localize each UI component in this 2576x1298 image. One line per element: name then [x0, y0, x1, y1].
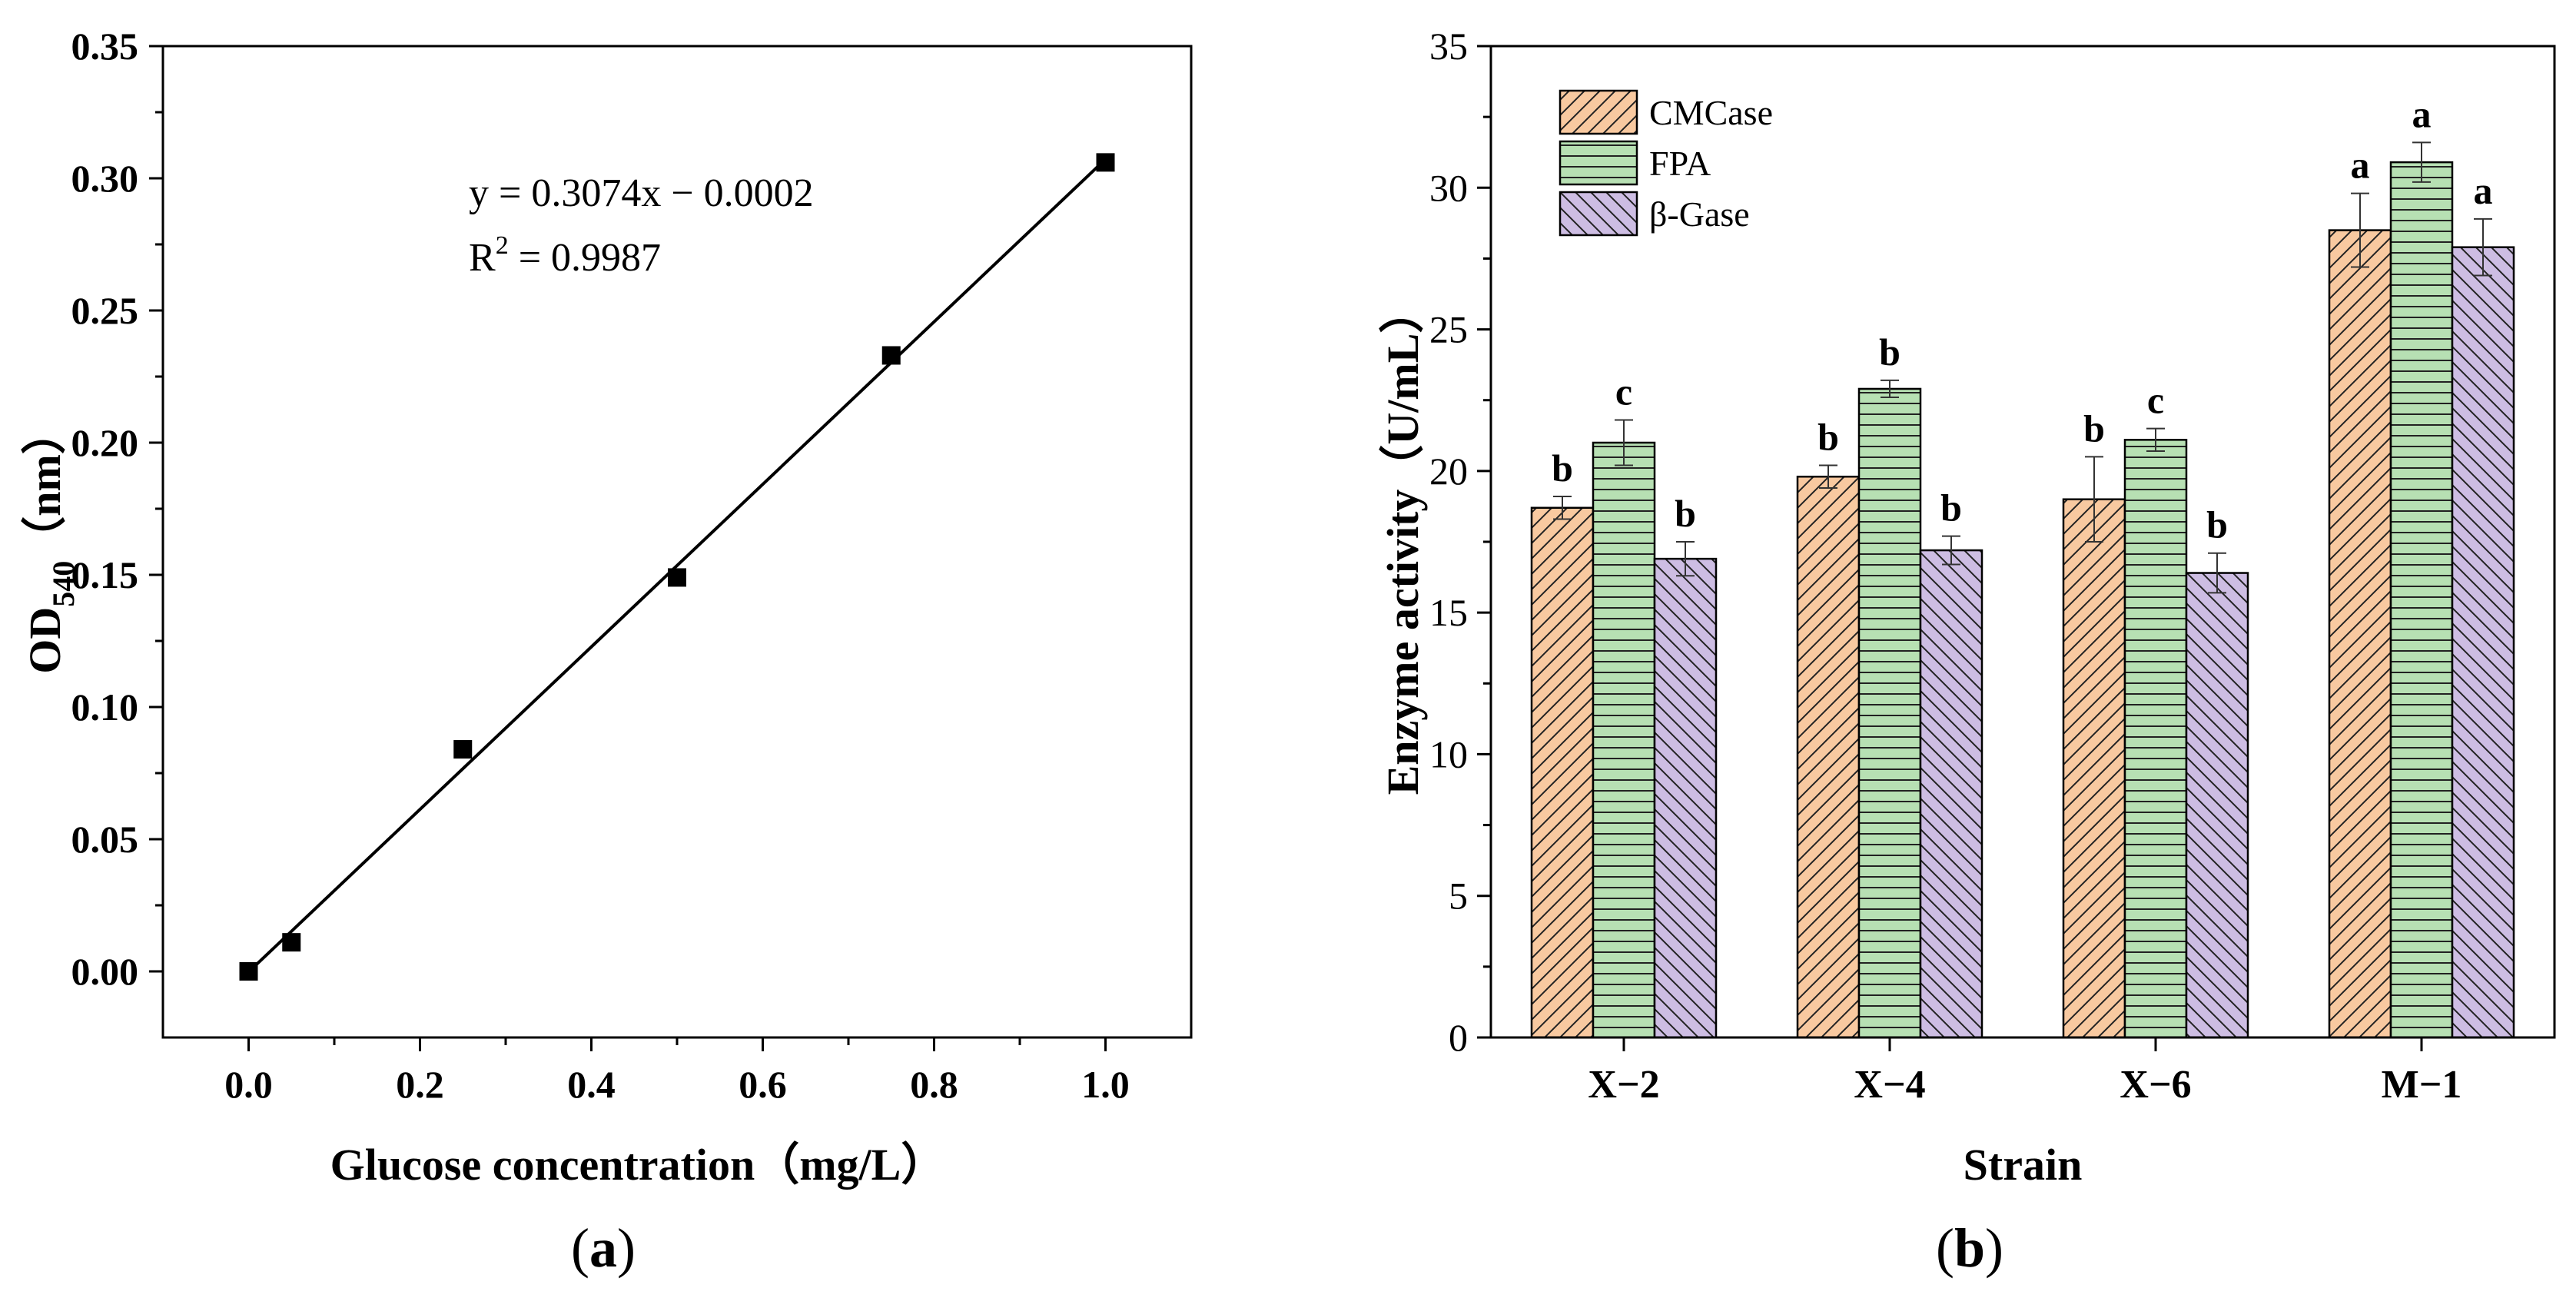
panel-b-significance-label: a [2351, 144, 2370, 187]
panel-b-significance-label: b [1675, 492, 1696, 535]
panel-a-r-squared: R2 = 0.9987 [469, 231, 661, 280]
legend-swatch [1559, 89, 1638, 135]
panel-a-x-tick-label: 0.4 [567, 1063, 616, 1106]
legend-label: FPA [1649, 144, 1711, 183]
panel-b-bar [1592, 441, 1656, 1039]
panel-b-ticks: X−2 X−4 X−6 M−1 0 5 10 15 20 25 30 35 [1429, 25, 2461, 1107]
panel-a-x-axis-label: Glucose concentration（mg/L） [330, 1140, 946, 1190]
panel-a-x-tick-label: 0.2 [396, 1063, 444, 1106]
panel-b-y-tick-label: 0 [1449, 1016, 1468, 1059]
panel-b-bar [2062, 498, 2126, 1039]
panel-a-x-tick-label: 1.0 [1081, 1063, 1130, 1106]
panel-b-bar [2451, 246, 2515, 1039]
panel-a-data-point [453, 740, 473, 759]
panel-b-y-tick-label: 30 [1429, 166, 1468, 209]
panel-a-y-tick-label: 0.05 [71, 818, 139, 861]
panel-b-x-axis-label: Strain [1964, 1140, 2083, 1190]
panel-a-y-tick-label: 0.15 [71, 553, 139, 596]
panel-b-y-tick-label: 25 [1429, 308, 1468, 351]
panel-a-data-point [282, 933, 301, 952]
panel-b-bar [2185, 572, 2249, 1039]
panel-b-y-tick-label: 15 [1429, 591, 1468, 634]
panel-a-y-tick-label: 0.20 [71, 421, 139, 464]
legend-swatch [1559, 191, 1638, 237]
panel-b-bar [2328, 229, 2392, 1039]
panel-a-y-tick-label: 0.10 [71, 686, 139, 729]
panel-a-fit-line-group [247, 158, 1107, 974]
panel-a-label: (a) [571, 1217, 636, 1279]
legend-swatch [1559, 140, 1638, 186]
panel-b-bar [2123, 439, 2188, 1039]
panel-a-y-tick-label: 0.25 [71, 289, 139, 332]
panel-a-equation: y = 0.3074x − 0.0002 [469, 171, 814, 215]
panel-b-bar [1796, 475, 1861, 1039]
panel-b-y-tick-label: 10 [1429, 732, 1468, 775]
panel-b-significance-label: b [1940, 486, 1962, 529]
panel-b-category-label: X−2 [1588, 1063, 1659, 1107]
panel-b-significance-label: b [1817, 415, 1839, 458]
panel-b-significance-label: b [2083, 407, 2105, 450]
panel-b-bar [1530, 506, 1595, 1039]
panel-b-significance-label: a [2474, 169, 2493, 212]
panel-b-bar [1919, 549, 1983, 1039]
panel-b-significance-label: b [1879, 330, 1900, 373]
panel-b-category-label: X−6 [2120, 1063, 2191, 1107]
panel-b-bar [1653, 557, 1718, 1039]
panel-a-x-tick-label: 0.8 [910, 1063, 958, 1106]
panel-b-bar [1857, 387, 1922, 1039]
panel-b-significance-label: b [1552, 446, 1573, 490]
panel-a-data-point [239, 962, 258, 981]
panel-a-scatter: 0.0 0.2 0.4 0.6 0.8 1.0 0.00 0.05 0.10 0.15 0.20 0.… [20, 25, 1193, 1279]
panel-a-x-tick-label: 0.0 [224, 1063, 273, 1106]
panel-b-legend: CMCase FPA β-Gase [1559, 89, 1773, 237]
panel-a-y-axis-label: OD540（nm） [20, 410, 81, 674]
panel-b-category-label: X−4 [1854, 1063, 1925, 1107]
panel-b-significance-label: a [2412, 92, 2432, 135]
legend-label: CMCase [1649, 93, 1773, 132]
panel-a-ticks: 0.0 0.2 0.4 0.6 0.8 1.0 0.00 0.05 0.10 0.15 0.20 0.… [71, 25, 1130, 1106]
legend-label: β-Gase [1649, 194, 1750, 234]
panel-b-y-tick-label: 5 [1449, 875, 1468, 918]
panel-a-points [239, 153, 1115, 981]
panel-b-y-axis-label: Enzyme activity（U/mL） [1378, 289, 1428, 795]
panel-a-y-tick-label: 0.30 [71, 157, 139, 200]
panel-b-significance-label: c [2147, 379, 2164, 422]
panel-b-significance-label: c [1615, 370, 1632, 413]
panel-a-data-point [668, 568, 686, 587]
panel-b-y-tick-label: 35 [1429, 25, 1468, 68]
panel-b-significance-label: b [2206, 503, 2228, 546]
panel-b-bar [2389, 161, 2454, 1039]
panel-a-data-point [1096, 153, 1115, 172]
panel-a-fit-line [247, 158, 1107, 974]
panel-a-data-point [881, 346, 901, 365]
panel-b-y-tick-label: 20 [1429, 450, 1468, 493]
panel-b-category-label: M−1 [2382, 1063, 2462, 1107]
panel-a-x-tick-label: 0.6 [739, 1063, 787, 1106]
panel-a-y-tick-label: 0.35 [71, 25, 139, 68]
panel-a-y-tick-label: 0.00 [71, 950, 139, 993]
panel-b-label: (b) [1936, 1217, 2003, 1279]
